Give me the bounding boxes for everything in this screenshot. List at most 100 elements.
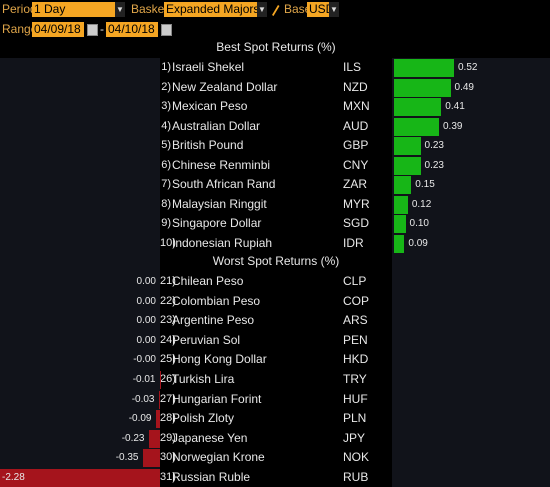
row-rank: 10) [160,236,176,249]
currency-code: HUF [343,391,368,406]
row-rank: 30) [160,451,176,464]
calendar-icon[interactable] [87,24,98,36]
return-value: -0.01 [132,374,156,385]
chevron-down-icon[interactable]: ▼ [115,2,125,17]
currency-name: Norwegian Krone [172,450,265,465]
currency-name: Indonesian Rupiah [172,235,273,250]
table-row[interactable]: 27) Hungarian Forint HUF -0.03 [0,390,550,409]
return-value: 0.39 [443,120,463,132]
currency-name: Peruvian Sol [172,332,241,347]
table-row[interactable]: 9) Singapore Dollar SGD 0.10 [0,214,550,233]
return-value: 0.00 [136,334,156,346]
currency-name: Colombian Peso [172,293,261,308]
range-end-input[interactable]: 04/10/18 [106,22,158,37]
return-bar [394,137,421,155]
currency-code: NZD [343,79,368,94]
currency-code: MXN [343,99,370,113]
basket-select[interactable]: Expanded Majors ▼ [164,2,267,17]
currency-name: Israeli Shekel [172,60,245,74]
currency-name: Russian Ruble [172,470,251,484]
currency-code: TRY [343,372,367,386]
table-row[interactable]: 4) Australian Dollar AUD 0.39 [0,117,550,136]
return-bar [394,117,439,136]
currency-name: Hong Kong Dollar [172,352,267,367]
currency-name: Polish Zloty [172,411,235,426]
table-row[interactable]: 22) Colombian Peso COP 0.00 [0,292,550,311]
table-row[interactable]: 8) Malaysian Ringgit MYR 0.12 [0,195,550,214]
return-bar [394,78,451,97]
table-row[interactable]: 2) New Zealand Dollar NZD 0.49 [0,78,550,97]
return-bar [142,449,160,468]
currency-name: Argentine Peso [172,313,255,328]
return-bar [394,156,421,175]
return-value: -0.03 [131,393,155,405]
return-bar [158,390,160,409]
table-row[interactable]: 21) Chilean Peso CLP 0.00 [0,272,550,291]
row-rank: 29) [160,431,176,444]
currency-code: ARS [343,313,368,328]
table-row[interactable]: 10) Indonesian Rupiah IDR 0.09 [0,234,550,253]
row-rank: 7) [161,178,171,190]
return-value: 0.00 [136,315,156,327]
table-row[interactable]: 7) South African Rand ZAR 0.15 [0,175,550,194]
return-value: -0.35 [115,452,139,464]
return-value: 0.09 [408,237,428,249]
base-select[interactable]: USD ▼ [307,2,339,17]
row-rank: 3) [161,100,171,112]
table-row[interactable]: 5) British Pound GBP 0.23 [0,136,550,155]
table-row[interactable]: 6) Chinese Renminbi CNY 0.23 [0,156,550,175]
chevron-down-icon[interactable]: ▼ [329,2,339,17]
row-rank: 2) [161,80,171,93]
currency-code: ILS [343,60,362,74]
table-row[interactable]: 1) Israeli Shekel ILS 0.52 [0,58,550,77]
table-row[interactable]: 31) Russian Ruble RUB -2.28 [0,468,550,487]
currency-name: Singapore Dollar [172,216,262,230]
currency-code: RUB [343,470,369,484]
currency-name: Chinese Renminbi [172,157,271,172]
currency-name: Malaysian Ringgit [172,196,267,211]
return-value: 0.52 [458,62,478,73]
table-row[interactable]: 26) Turkish Lira TRY -0.01 [0,370,550,389]
return-bar [394,59,454,77]
row-rank: 9) [161,217,171,229]
currency-code: CNY [343,157,369,172]
return-value: 0.23 [424,159,444,171]
return-value: 0.00 [136,295,156,307]
row-rank: 22) [160,294,176,307]
currency-code: GBP [343,138,369,152]
table-row[interactable]: 29) Japanese Yen JPY -0.23 [0,429,550,448]
table-row[interactable]: 30) Norwegian Krone NOK -0.35 [0,448,550,468]
currency-code: PLN [343,411,367,426]
currency-code: ZAR [343,177,367,191]
return-bar [155,410,160,429]
return-bar [0,469,160,487]
period-select[interactable]: 1 Day ▼ [32,2,125,17]
return-bar [159,371,160,389]
row-rank: 5) [161,139,171,151]
return-bar [394,215,406,233]
range-start-input[interactable]: 04/09/18 [32,22,84,37]
return-value: -0.09 [128,413,152,425]
best-returns-header: Best Spot Returns (%) [216,40,336,54]
row-rank: 1) [161,61,171,73]
chevron-down-icon[interactable]: ▼ [257,2,267,17]
table-row[interactable]: 28) Polish Zloty PLN -0.09 [0,409,550,429]
range-separator: - [100,22,104,36]
return-bar [148,429,160,448]
row-rank: 4) [161,119,171,132]
currency-code: AUD [343,118,369,133]
return-bar [394,176,412,194]
return-value: 0.12 [411,198,432,210]
row-rank: 8) [161,197,171,210]
table-row[interactable]: 23) Argentine Peso ARS 0.00 [0,311,550,330]
currency-name: Chilean Peso [172,274,244,288]
currency-name: South African Rand [172,177,276,191]
calendar-icon[interactable] [161,24,172,36]
period-label: Period [2,2,37,16]
currency-code: JPY [343,430,366,445]
pencil-icon[interactable] [270,3,280,16]
return-bar [394,98,442,116]
table-row[interactable]: 24) Peruvian Sol PEN 0.00 [0,331,550,350]
table-row[interactable]: 3) Mexican Peso MXN 0.41 [0,97,550,116]
table-row[interactable]: 25) Hong Kong Dollar HKD -0.00 [0,350,550,369]
